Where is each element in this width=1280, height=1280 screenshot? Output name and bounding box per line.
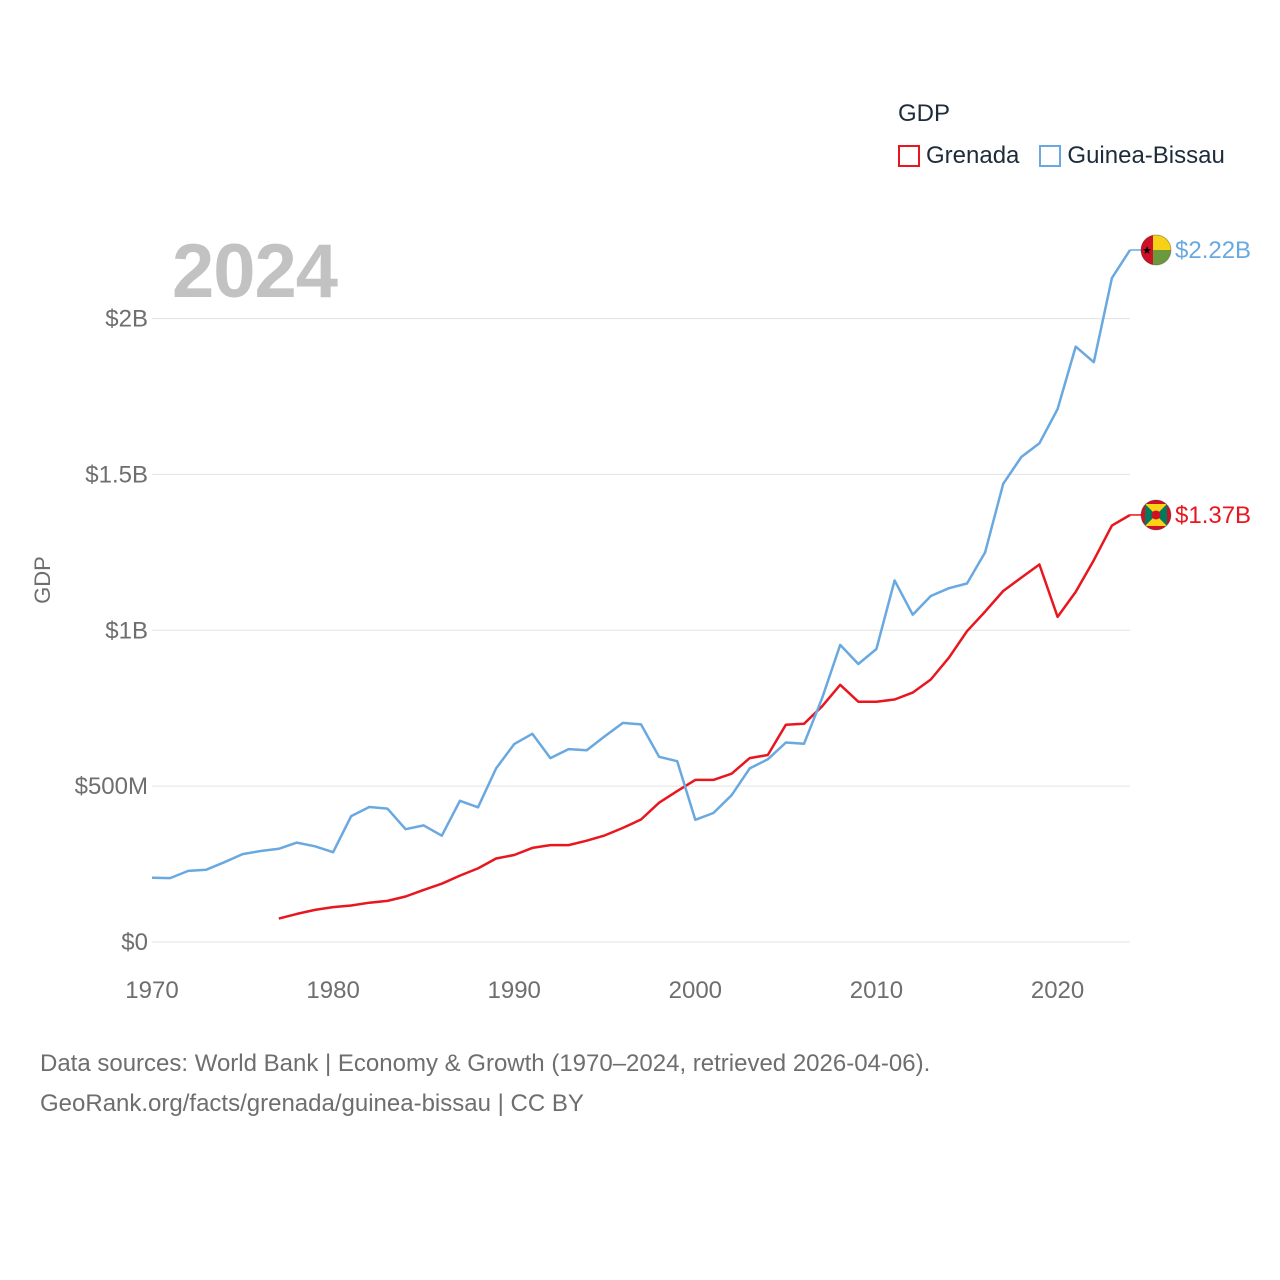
- x-axis-ticks: 1970 1980 1990 2000 2010 2020: [125, 977, 1084, 1004]
- grenada-flag-icon: [1141, 500, 1171, 530]
- series-line-grenada: [279, 515, 1130, 919]
- series-lines: [152, 250, 1130, 919]
- source-link[interactable]: GeoRank.org/facts/grenada/guinea-bissau …: [40, 1084, 930, 1124]
- x-tick-label: 1970: [125, 977, 178, 1004]
- legend-title: GDP: [898, 100, 950, 128]
- end-value-label: $1.37B: [1175, 502, 1251, 529]
- end-value-label: $2.22B: [1175, 237, 1251, 264]
- legend-swatch-guinea-bissau: [1039, 145, 1061, 167]
- y-tick-label: $2B: [105, 306, 148, 333]
- x-tick-label: 1990: [488, 977, 541, 1004]
- y-tick-label: $1B: [105, 617, 148, 644]
- y-axis-ticks: $0 $500M $1B $1.5B $2B: [75, 306, 148, 956]
- x-tick-label: 2000: [669, 977, 722, 1004]
- legend-item-guinea-bissau[interactable]: Guinea-Bissau: [1039, 142, 1224, 170]
- y-tick-label: $0: [121, 929, 148, 956]
- legend: Grenada Guinea-Bissau: [898, 142, 1225, 170]
- source-line-1: Data sources: World Bank | Economy & Gro…: [40, 1044, 930, 1084]
- y-axis-title: GDP: [30, 556, 55, 604]
- legend-label-guinea-bissau: Guinea-Bissau: [1067, 142, 1224, 170]
- series-line-guinea-bissau: [152, 250, 1130, 878]
- legend-item-grenada[interactable]: Grenada: [898, 142, 1019, 170]
- source-note: Data sources: World Bank | Economy & Gro…: [40, 1044, 930, 1124]
- y-tick-label: $500M: [75, 773, 148, 800]
- legend-swatch-grenada: [898, 145, 920, 167]
- grid-lines: [152, 319, 1130, 942]
- x-tick-label: 2010: [850, 977, 903, 1004]
- svg-text:★: ★: [1142, 244, 1152, 257]
- legend-label-grenada: Grenada: [926, 142, 1019, 170]
- series-end-labels: $1.37B ★ $2.22B: [1130, 235, 1251, 530]
- x-tick-label: 1980: [306, 977, 359, 1004]
- guinea-bissau-flag-icon: ★: [1141, 235, 1171, 265]
- y-tick-label: $1.5B: [85, 461, 148, 488]
- x-tick-label: 2020: [1031, 977, 1084, 1004]
- year-label: 2024: [172, 228, 337, 315]
